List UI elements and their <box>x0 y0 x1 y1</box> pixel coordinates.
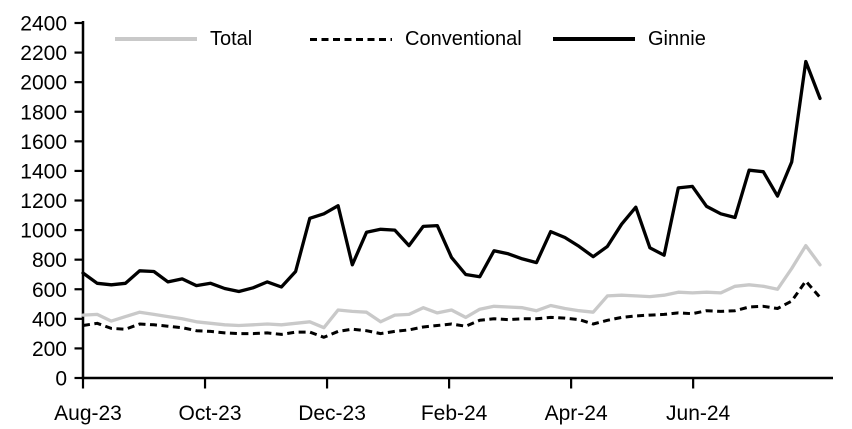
total-line-sample-icon <box>115 37 197 41</box>
x-tick-label: Feb-24 <box>421 402 488 425</box>
x-tick-label: Dec-23 <box>298 402 366 425</box>
x-tick-label: Apr-24 <box>545 402 608 425</box>
y-tick-label: 800 <box>32 249 67 272</box>
y-tick-label: 400 <box>32 308 67 331</box>
y-tick-label: 0 <box>55 368 67 391</box>
ginnie-line-sample-icon <box>553 37 635 41</box>
x-tick-label: Aug-23 <box>54 402 122 425</box>
y-tick-label: 1800 <box>20 101 67 124</box>
legend: Total Conventional Ginnie <box>0 27 852 51</box>
y-tick-label: 2400 <box>20 13 67 36</box>
legend-label-total: Total <box>210 27 253 50</box>
y-tick-label: 600 <box>32 279 67 302</box>
legend-item-ginnie: Ginnie <box>553 27 706 51</box>
y-tick-label: 1200 <box>20 190 67 213</box>
legend-label-ginnie: Ginnie <box>648 27 706 50</box>
y-tick-label: 200 <box>32 338 67 361</box>
y-tick-label: 2000 <box>20 72 67 95</box>
y-tick-label: 1400 <box>20 160 67 183</box>
legend-label-conventional: Conventional <box>405 27 522 50</box>
legend-item-total: Total <box>115 27 252 51</box>
x-tick-label: Oct-23 <box>179 402 242 425</box>
series-line-total <box>81 243 822 330</box>
y-tick-label: 2200 <box>20 42 67 65</box>
conventional-line-sample-icon <box>310 37 392 41</box>
series-line-ginnie <box>81 59 822 294</box>
y-tick-label: 1000 <box>20 220 67 243</box>
legend-item-conventional: Conventional <box>310 27 522 51</box>
x-tick-label: Jun-24 <box>666 402 731 425</box>
y-tick-label: 1600 <box>20 131 67 154</box>
series-line-conventional <box>82 279 822 339</box>
